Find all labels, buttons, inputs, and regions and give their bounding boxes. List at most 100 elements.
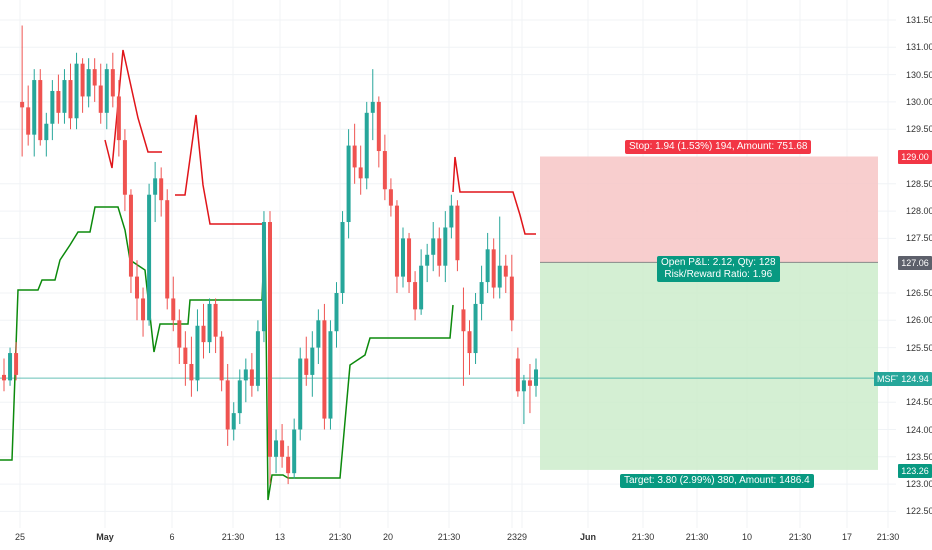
candle-body	[44, 123, 49, 141]
price-tick-label: 122.50	[906, 506, 932, 517]
candle-body	[26, 107, 31, 135]
candle-body	[92, 69, 97, 86]
price-tick-label: 128.50	[906, 178, 932, 189]
candle-body	[491, 249, 496, 288]
candle-body	[401, 238, 405, 277]
price-tick-label: 125.50	[906, 342, 932, 353]
candle-body	[322, 320, 327, 419]
candle-body	[352, 145, 357, 168]
candle-body	[195, 325, 200, 381]
candle-body	[237, 380, 242, 414]
candle-body	[86, 69, 91, 97]
time-tick-label: May	[96, 532, 114, 542]
stop-zone	[540, 156, 878, 263]
candle-body	[431, 238, 436, 255]
candle-body	[413, 282, 418, 310]
candle-body	[141, 298, 146, 321]
candle-body	[128, 194, 133, 277]
candle-body	[165, 200, 170, 299]
candle-body	[261, 222, 266, 332]
candle-body	[32, 80, 37, 135]
candle-body	[177, 320, 182, 348]
candle-body	[394, 205, 399, 277]
candle-body	[346, 145, 351, 223]
candle-body	[449, 205, 454, 228]
candle-body	[292, 429, 297, 474]
symbol-tag: MSFT	[874, 372, 905, 386]
candle-body	[479, 282, 484, 304]
stop-label[interactable]: Stop: 1.94 (1.53%) 194, Amount: 751.68	[625, 140, 812, 154]
price-tick-label: 126.50	[906, 288, 932, 298]
time-tick-label: 21:30	[876, 532, 900, 542]
target-zone	[540, 262, 878, 470]
entry-price-tag: 127.06	[898, 256, 932, 270]
time-tick-label: 17	[841, 532, 853, 542]
time-tick-label: 21:30	[221, 532, 245, 542]
price-chart[interactable]	[0, 0, 896, 528]
trailing-stop-red	[452, 156, 536, 235]
candle-body	[98, 85, 103, 113]
price-tick-label: 128.00	[906, 206, 932, 217]
price-axis[interactable]	[896, 0, 932, 550]
candle-body	[316, 320, 321, 348]
price-tick-label: 130.00	[906, 96, 932, 107]
candle-body	[388, 189, 393, 206]
candle-body	[68, 80, 73, 119]
candle-body	[437, 238, 442, 266]
candle-body	[255, 331, 260, 386]
candle-body	[370, 101, 375, 113]
candle-body	[153, 178, 158, 195]
candle-body	[274, 440, 279, 457]
candle-body	[509, 276, 514, 321]
candle-body	[183, 347, 188, 364]
price-tick-label: 124.00	[906, 424, 932, 435]
candle-body	[521, 380, 526, 392]
candle-body	[104, 69, 109, 113]
candle-body	[304, 358, 309, 375]
candle-body	[135, 276, 139, 299]
candle-body	[280, 440, 285, 457]
candle-body	[328, 331, 333, 419]
price-tick-label: 124.50	[906, 397, 932, 408]
candle-body	[219, 336, 224, 381]
time-tick-label: 6	[169, 532, 175, 542]
target-price-tag: 123.26	[898, 464, 932, 478]
candle-body	[189, 363, 194, 381]
candle-body	[213, 303, 218, 337]
candle-body	[407, 238, 412, 283]
time-tick-label: 10	[741, 532, 753, 542]
current-price-tag: 124.94	[898, 372, 932, 386]
candle-body	[8, 353, 13, 381]
candle-body	[515, 358, 520, 392]
time-tick-label: 13	[274, 532, 286, 542]
candle-body	[74, 63, 79, 119]
candle-body	[207, 303, 212, 343]
candle-body	[249, 369, 254, 386]
candle-body	[455, 205, 460, 261]
candle-body	[425, 254, 430, 266]
pnl-label[interactable]: Open P&L: 2.12, Qty: 128 Risk/Reward Rat…	[657, 256, 780, 282]
time-tick-label: 21:30	[631, 532, 655, 542]
candle-body	[268, 222, 272, 457]
candle-body	[56, 90, 61, 113]
candle-body	[485, 249, 490, 283]
candle-body	[527, 380, 532, 386]
candle-body	[201, 325, 206, 343]
time-tick-label: Jun	[579, 532, 597, 542]
time-tick-label: 21:30	[437, 532, 461, 542]
candle-body	[503, 265, 508, 277]
candle-body	[364, 112, 369, 179]
candle-body	[334, 293, 339, 332]
price-tick-label: 127.50	[906, 233, 932, 244]
candle-body	[80, 63, 85, 97]
price-tick-label: 123.50	[906, 451, 932, 462]
time-tick-label: 21:30	[328, 532, 352, 542]
candle-body	[382, 151, 387, 190]
target-label[interactable]: Target: 3.80 (2.99%) 380, Amount: 1486.4	[620, 474, 814, 488]
candle-body	[171, 298, 176, 321]
candle-body	[62, 80, 67, 113]
candle-body	[2, 374, 6, 381]
candle-body	[358, 167, 363, 179]
trailing-stop-red	[104, 49, 162, 169]
candle-body	[225, 380, 230, 430]
